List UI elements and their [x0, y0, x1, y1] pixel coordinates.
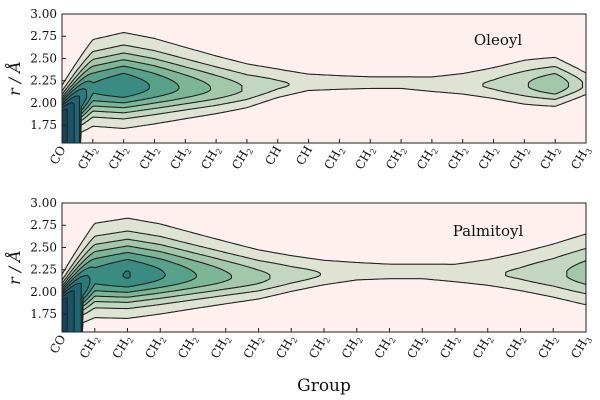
y-tick-label: 2.50: [30, 51, 57, 65]
x-tick-label: CH3: [568, 144, 594, 173]
x-tick-label: CH2: [404, 333, 430, 362]
x-tick-label: CH2: [137, 144, 163, 173]
x-tick-label: CH2: [383, 144, 409, 173]
y-tick-label: 2.75: [30, 29, 57, 43]
x-tick-label: CH2: [322, 144, 348, 173]
contour-level-10: [62, 297, 68, 332]
y-axis-label: r / Å: [4, 61, 24, 96]
x-tick-label: CH2: [437, 333, 463, 362]
x-tick-label: CH: [293, 144, 315, 168]
x-tick-label: CH2: [445, 144, 471, 173]
x-tick-label: CH2: [110, 333, 136, 362]
x-tick-label: CO: [47, 143, 69, 167]
panel-label: Palmitoyl: [453, 222, 524, 240]
x-tick-label: CH2: [77, 333, 103, 362]
x-tick-label: CH2: [476, 144, 502, 173]
x-tick-label: CO: [47, 332, 69, 356]
x-tick-label: CH2: [175, 333, 201, 362]
contour-level-3: [566, 260, 586, 286]
contour-level-10: [62, 108, 68, 143]
contour-group: [62, 217, 586, 332]
x-tick-label: CH2: [273, 333, 299, 362]
contour-level-1: [62, 32, 586, 143]
x-tick-label: CH2: [198, 144, 224, 173]
x-tick-label: CH2: [241, 333, 267, 362]
y-tick-label: 2.00: [30, 285, 57, 299]
x-tick-label: CH2: [339, 333, 365, 362]
x-tick-label: CH2: [75, 144, 101, 173]
contour-level-2: [505, 247, 586, 295]
panel-palmitoyl: 1.752.002.252.502.753.00r / ÅCO CH2 CH2 CH2…: [4, 196, 594, 396]
y-axis-label: r / Å: [4, 250, 24, 285]
x-tick-label: CH2: [208, 333, 234, 362]
x-tick-label: CH2: [535, 333, 561, 362]
x-tick-label: CH2: [142, 333, 168, 362]
x-tick-label: CH2: [106, 144, 132, 173]
x-tick-label: CH2: [167, 144, 193, 173]
x-tick-label: CH2: [414, 144, 440, 173]
contour-level-7: [122, 270, 131, 279]
y-tick-label: 2.25: [30, 74, 57, 88]
x-tick-label: CH2: [470, 333, 496, 362]
x-tick-label: CH3: [568, 333, 594, 362]
y-tick-label: 1.75: [30, 307, 57, 321]
x-tick-label: CH2: [372, 333, 398, 362]
y-tick-label: 2.25: [30, 263, 57, 277]
y-tick-label: 2.75: [30, 218, 57, 232]
y-tick-label: 2.50: [30, 240, 57, 254]
x-tick-label: CH: [262, 144, 284, 168]
plot-frame: [61, 13, 587, 144]
panel-label: Oleoyl: [474, 31, 522, 49]
y-tick-label: 3.00: [30, 7, 57, 21]
x-tick-label: CH2: [506, 144, 532, 173]
x-tick-label: CH2: [229, 144, 255, 173]
panel-oleoyl: 1.752.002.252.502.753.00r / ÅCO CH2 CH2 CH2…: [4, 7, 594, 173]
contour-group: [62, 32, 586, 143]
y-tick-label: 1.75: [30, 118, 57, 132]
y-tick-label: 2.00: [30, 96, 57, 110]
x-tick-label: CH2: [306, 333, 332, 362]
x-tick-label: CH2: [352, 144, 378, 173]
x-axis-label: Group: [297, 376, 351, 396]
contour-level-3: [527, 73, 570, 95]
y-tick-label: 3.00: [30, 196, 57, 210]
x-tick-label: CH2: [503, 333, 529, 362]
x-tick-label: CH2: [537, 144, 563, 173]
